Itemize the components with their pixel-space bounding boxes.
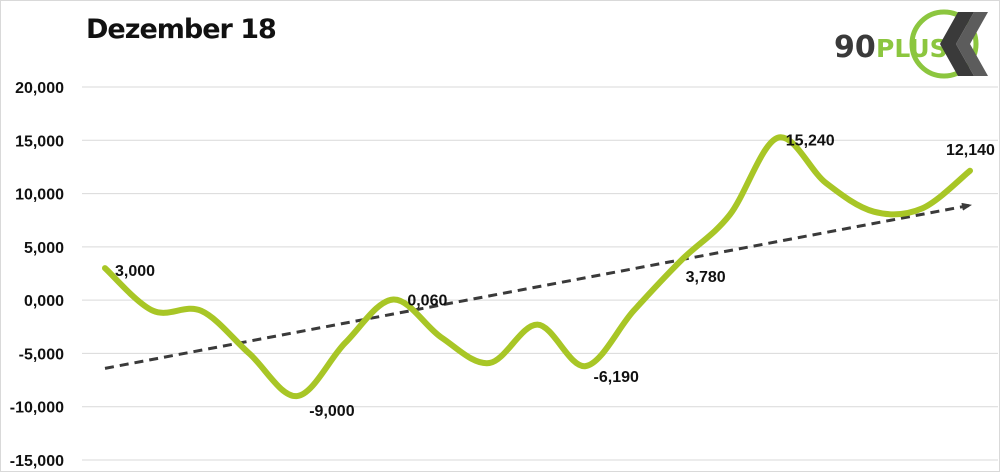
logo-chevron-mark (940, 12, 974, 76)
data-label: 3,780 (686, 269, 726, 286)
data-label: 15,240 (786, 133, 835, 150)
grid-lines (82, 86, 998, 461)
y-axis-labels: 20,000 15,000 10,000 5,000 0,000 -5,000 -10,00… (10, 80, 64, 470)
data-label: -6,190 (594, 369, 639, 386)
chart-title: Dezember 18 (86, 14, 277, 45)
trend-layer (104, 202, 972, 370)
data-label: 0,060 (407, 293, 447, 310)
data-label: -9,000 (309, 403, 354, 420)
data-label: 3,000 (115, 263, 155, 280)
y-tick-label: 20,000 (15, 80, 64, 97)
y-tick-label: -10,000 (10, 400, 64, 417)
logo-number: 90 (834, 30, 876, 65)
y-tick-label: 5,000 (24, 240, 64, 257)
y-tick-label: 10,000 (15, 187, 64, 204)
y-tick-label: -15,000 (10, 453, 64, 470)
y-tick-label: 0,000 (24, 293, 64, 310)
y-tick-label: -5,000 (19, 346, 64, 363)
data-labels: 3,000 -9,000 0,060 -6,190 3,780 15,240 12,140 (115, 133, 995, 420)
logo-word: PLUS (876, 34, 948, 63)
series-line (102, 134, 973, 400)
y-tick-label: 15,000 (15, 133, 64, 150)
data-label: 12,140 (946, 142, 995, 159)
brand-logo: 90 PLUS (834, 9, 988, 79)
trend-arrow (104, 202, 972, 370)
series-layer (102, 134, 973, 400)
